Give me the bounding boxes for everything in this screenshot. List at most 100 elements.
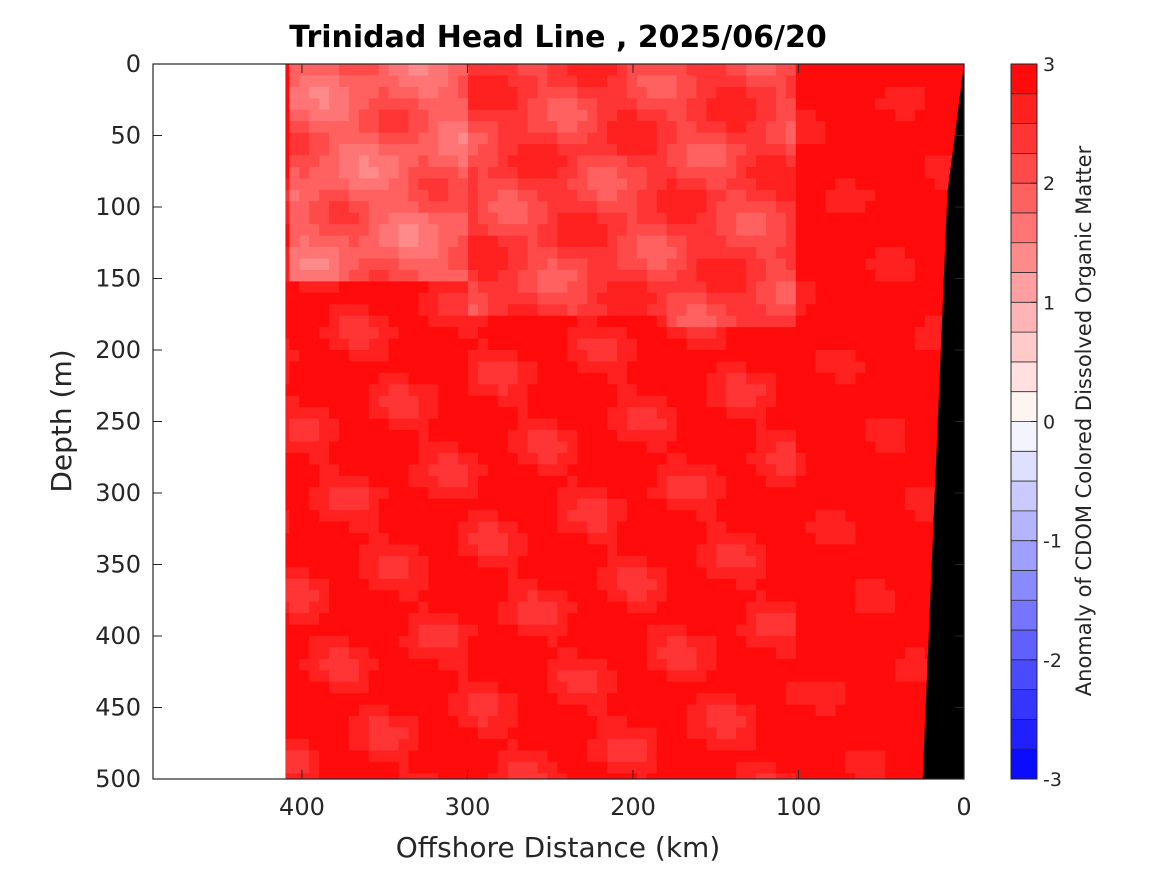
- field-cell-4052: [318, 292, 330, 305]
- field-cell-1563: [715, 647, 727, 660]
- field-cell-1551: [715, 510, 727, 523]
- field-cell-1043: [795, 464, 806, 477]
- field-cell-2393: [586, 773, 598, 779]
- field-cell-4140: [308, 578, 320, 591]
- field-cell-2786: [517, 224, 528, 237]
- field-cell-2646: [536, 64, 548, 77]
- field-cell-3747: [368, 407, 379, 420]
- field-cell-1099: [785, 384, 796, 397]
- field-cell-3888: [348, 578, 359, 591]
- field-cell-1501: [725, 658, 737, 671]
- field-cell-4055: [318, 327, 330, 340]
- field-cell-2124: [626, 578, 637, 591]
- field-cell-3268: [447, 693, 459, 706]
- field-cell-2886: [507, 647, 518, 660]
- field-cell-2792: [517, 292, 528, 305]
- field-cell-1719: [685, 269, 697, 282]
- field-cell-1213: [765, 247, 776, 260]
- field-cell-2007: [646, 681, 657, 694]
- field-cell-3221: [447, 155, 459, 168]
- field-cell-1433: [735, 601, 747, 614]
- field-cell-3411: [417, 166, 429, 179]
- field-cell-2524: [556, 109, 568, 122]
- field-cell-2130: [626, 647, 637, 660]
- field-cell-1482: [725, 441, 737, 454]
- field-cell-1612: [705, 487, 717, 500]
- field-cell-1865: [666, 498, 677, 511]
- field-cell-3261: [447, 613, 459, 626]
- field-cell-518: [874, 224, 886, 237]
- field-cell-3864: [348, 304, 359, 317]
- field-cell-1222: [765, 350, 776, 363]
- field-cell-1789: [676, 350, 687, 363]
- field-cell-3392: [427, 670, 439, 683]
- field-cell-4147: [308, 658, 320, 671]
- field-cell-3907: [338, 75, 349, 88]
- field-cell-4066: [318, 452, 330, 465]
- field-cell-939: [815, 716, 826, 729]
- field-cell-1814: [676, 636, 687, 649]
- field-cell-3507: [407, 544, 419, 557]
- field-cell-4138: [308, 555, 320, 568]
- field-cell-2159: [616, 258, 627, 271]
- field-cell-3399: [427, 750, 439, 763]
- field-cell-730: [844, 487, 856, 500]
- field-cell-2293: [596, 350, 608, 363]
- field-cell-402: [894, 338, 906, 351]
- field-cell-1452: [725, 98, 737, 111]
- field-cell-2604: [546, 304, 558, 317]
- field-cell-3832: [358, 658, 369, 671]
- field-cell-2799: [517, 372, 528, 385]
- field-cell-3775: [368, 727, 379, 740]
- field-cell-1657: [695, 281, 707, 294]
- field-cell-2313: [596, 578, 608, 591]
- field-cell-3323: [437, 601, 449, 614]
- field-cell-1524: [715, 201, 727, 214]
- field-cell-3967: [338, 761, 349, 774]
- field-cell-3182: [457, 430, 469, 443]
- field-cell-499: [884, 727, 896, 740]
- field-cell-3328: [437, 658, 449, 671]
- field-cell-3386: [427, 601, 439, 614]
- field-cell-1783: [676, 281, 687, 294]
- field-cell-426: [894, 613, 906, 626]
- field-cell-2512: [566, 693, 578, 706]
- field-cell-1293: [755, 441, 766, 454]
- field-cell-754: [844, 761, 856, 774]
- field-cell-3826: [358, 590, 369, 603]
- field-cell-750: [844, 716, 856, 729]
- field-cell-2781: [517, 166, 528, 179]
- field-cell-738: [844, 578, 856, 591]
- field-cell-904: [815, 315, 826, 328]
- field-cell-3833: [358, 670, 369, 683]
- field-cell-1484: [725, 464, 737, 477]
- field-cell-2672: [536, 361, 548, 374]
- field-cell-1698: [695, 750, 707, 763]
- field-cell-3238: [447, 350, 459, 363]
- field-cell-3716: [378, 773, 389, 779]
- field-cell-1578: [705, 98, 717, 111]
- field-cell-3553: [397, 350, 409, 363]
- field-cell-1250: [765, 670, 776, 683]
- field-cell-4044: [318, 201, 330, 214]
- field-cell-1528: [715, 247, 727, 260]
- field-cell-4106: [308, 189, 320, 202]
- field-cell-4022: [328, 670, 339, 683]
- field-cell-3948: [338, 544, 349, 557]
- field-cell-2413: [576, 281, 588, 294]
- field-cell-901: [815, 281, 826, 294]
- field-cell-2138: [626, 738, 637, 751]
- field-cell-2265: [606, 750, 618, 763]
- field-cell-892: [815, 178, 826, 191]
- field-cell-2949: [497, 647, 508, 660]
- field-cell-4267: [288, 590, 300, 603]
- field-cell-3294: [437, 269, 449, 282]
- field-cell-3300: [437, 338, 449, 351]
- field-cell-3941: [338, 464, 349, 477]
- field-cell-2676: [536, 407, 548, 420]
- field-cell-3913: [338, 144, 349, 157]
- field-cell-2576: [556, 704, 568, 717]
- field-cell-3347: [427, 155, 439, 168]
- field-cell-3235: [447, 315, 459, 328]
- field-cell-1059: [795, 647, 806, 660]
